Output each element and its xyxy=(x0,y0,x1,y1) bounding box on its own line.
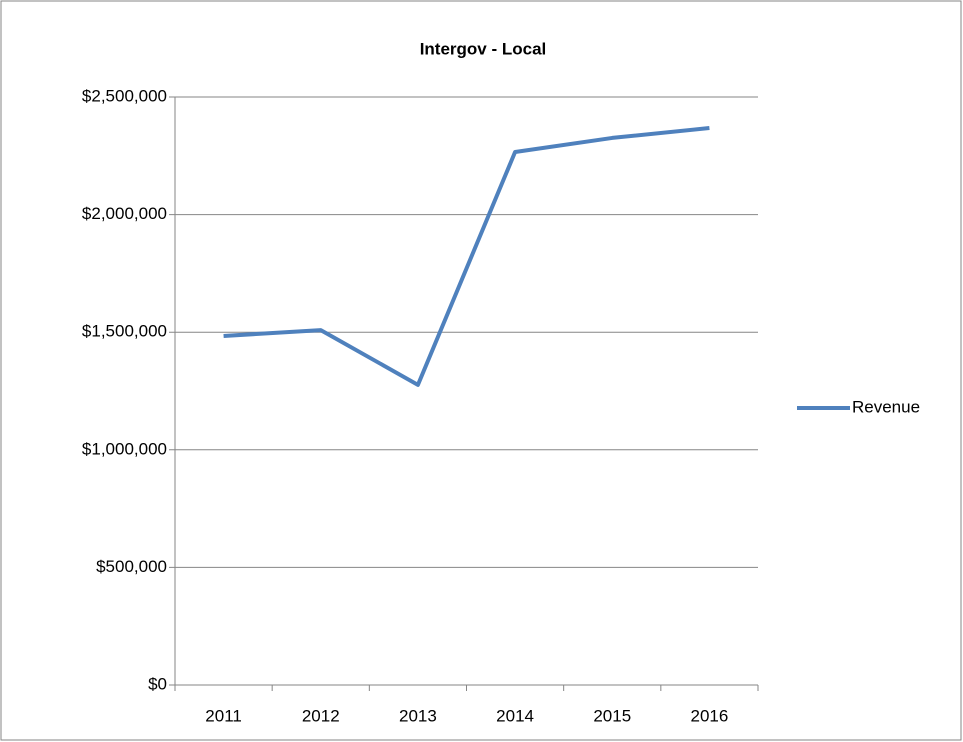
x-tick-label: 2016 xyxy=(691,706,729,725)
y-tick-label: $0 xyxy=(148,674,167,693)
chart-title: Intergov - Local xyxy=(420,39,547,58)
y-tick-label: $2,500,000 xyxy=(82,86,167,105)
x-tick-label: 2012 xyxy=(302,706,340,725)
y-tick-label: $1,500,000 xyxy=(82,322,167,341)
y-tick-label: $500,000 xyxy=(96,557,167,576)
y-tick-label: $1,000,000 xyxy=(82,439,167,458)
x-tick-label: 2011 xyxy=(205,706,242,725)
x-tick-label: 2013 xyxy=(399,706,437,725)
y-tick-label: $2,000,000 xyxy=(82,204,167,223)
x-tick-label: 2014 xyxy=(496,706,534,725)
x-tick-label: 2015 xyxy=(593,706,631,725)
line-series xyxy=(223,126,710,387)
legend-label: Revenue xyxy=(852,397,920,416)
